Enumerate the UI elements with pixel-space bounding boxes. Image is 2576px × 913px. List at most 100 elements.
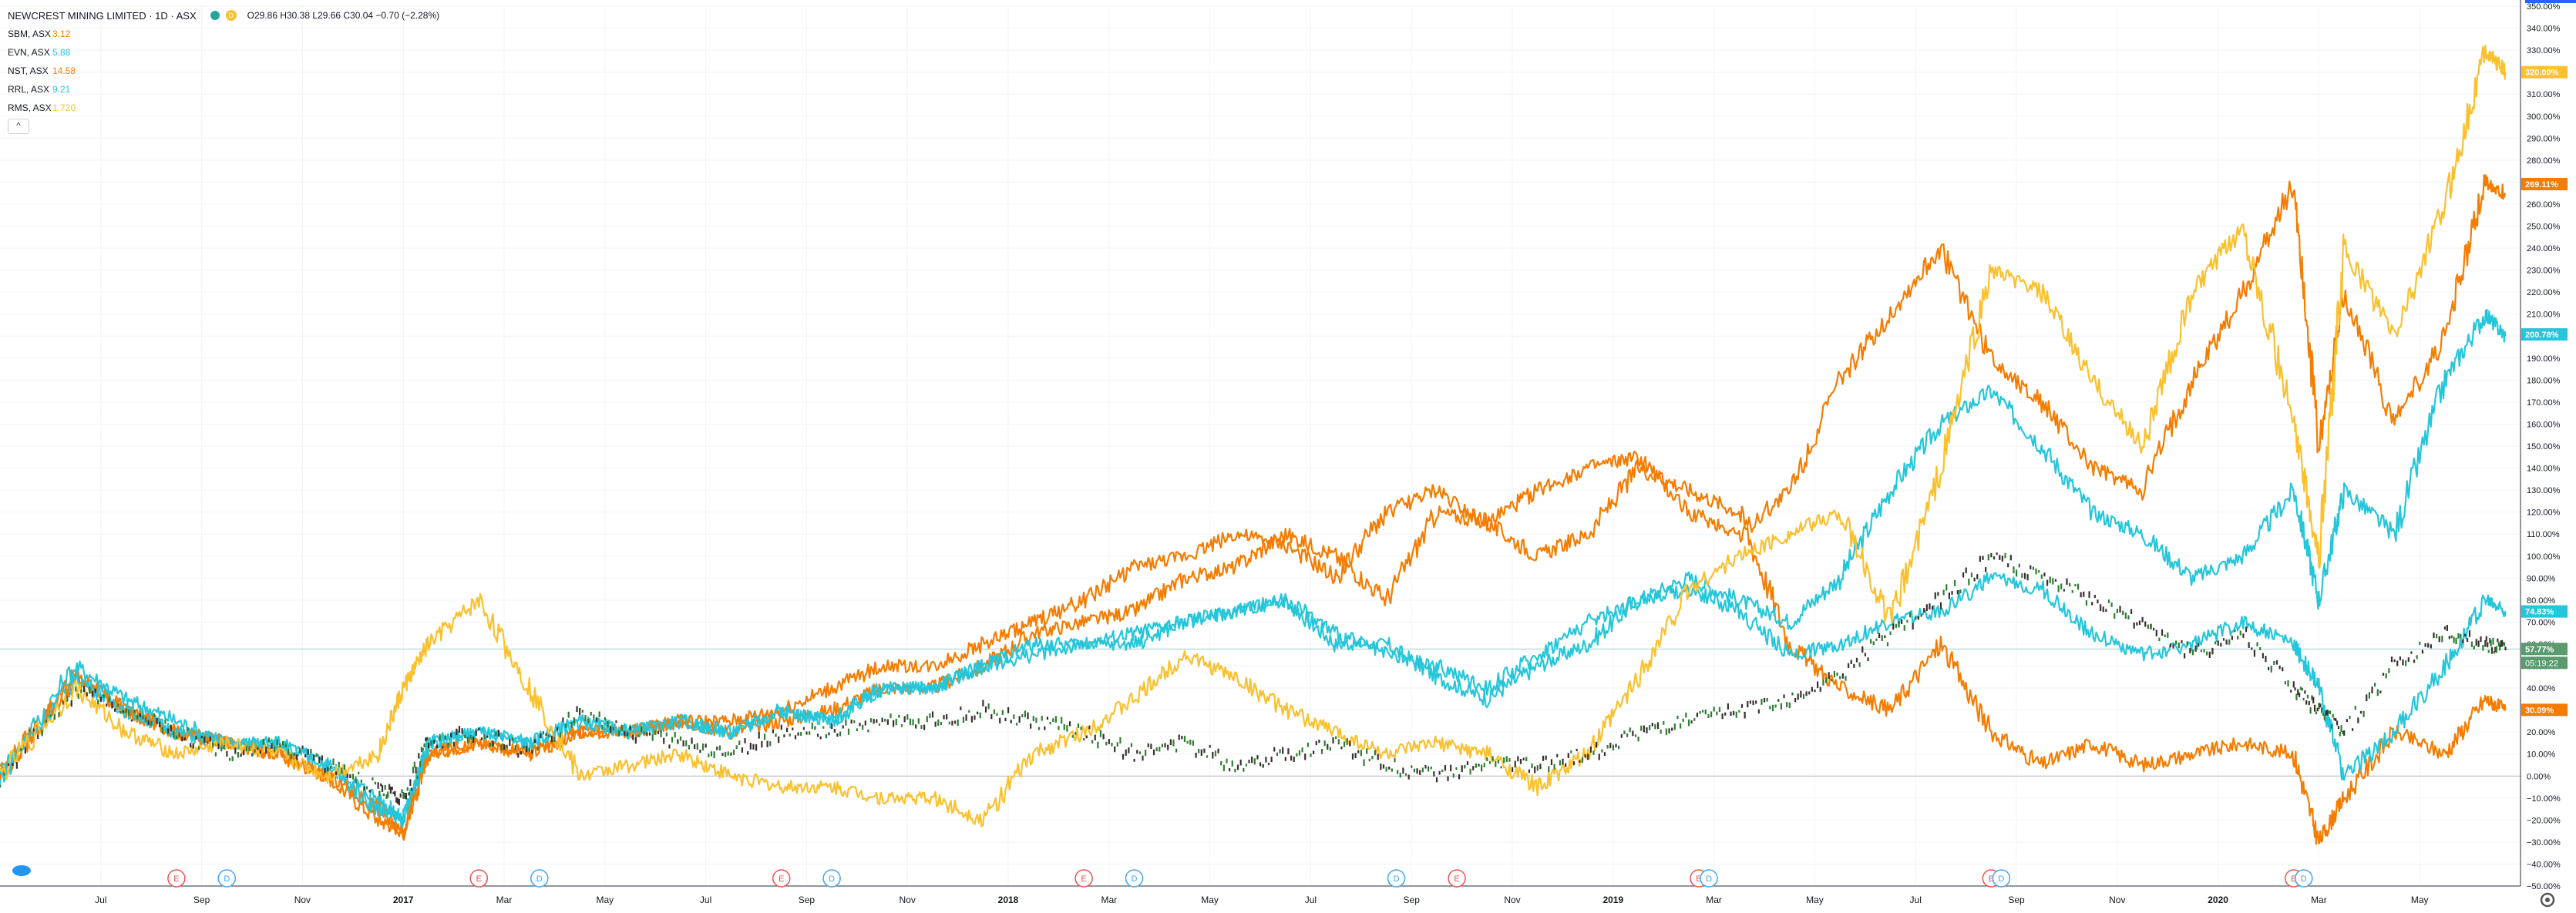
candle xyxy=(2318,703,2320,710)
candle xyxy=(2110,603,2113,607)
candle xyxy=(2493,650,2496,654)
candle xyxy=(878,723,881,726)
candle xyxy=(284,743,287,747)
candle xyxy=(1116,742,1118,747)
candle xyxy=(2282,667,2284,672)
legend-main-row[interactable]: NEWCREST MINING LIMITED · 1D · ASX D O29… xyxy=(8,6,439,25)
candle xyxy=(847,728,850,735)
price-axis-tick-label: −20.00% xyxy=(2527,816,2561,825)
candle xyxy=(1831,679,1833,682)
dividend-marker-icon xyxy=(2295,869,2313,888)
candle xyxy=(2164,634,2166,638)
candle xyxy=(671,737,674,743)
candle xyxy=(797,732,799,736)
candle xyxy=(2502,642,2504,646)
candle xyxy=(612,727,614,731)
candle xyxy=(1514,760,1516,768)
time-axis[interactable]: Jul Sep Nov 2017 Mar May Jul Sep Nov 2018 Mar May Ju… xyxy=(95,895,2428,905)
candle xyxy=(1618,745,1620,750)
candle xyxy=(380,783,382,787)
candle xyxy=(526,745,528,753)
candle xyxy=(1054,716,1057,723)
legend-row[interactable]: RMS, ASX 1.720 xyxy=(8,99,439,117)
legend-row[interactable]: NST, ASX 14.58 xyxy=(8,62,439,80)
candle xyxy=(931,711,934,718)
price-axis-tick-label: 110.00% xyxy=(2527,530,2560,539)
candle xyxy=(713,751,715,759)
candle xyxy=(2298,693,2301,697)
legend-row[interactable]: RRL, ASX 9.21 xyxy=(8,80,439,99)
dividend-marker-icon xyxy=(1387,869,1406,888)
candle xyxy=(125,708,127,713)
candle xyxy=(648,732,651,736)
price-axis[interactable]: 350.00% 340.00% 330.00% 320.00% 310.00% 300.0… xyxy=(2527,2,2561,891)
gear-icon[interactable] xyxy=(2540,892,2555,908)
candle xyxy=(1886,642,1889,646)
candle xyxy=(2198,643,2200,647)
candle xyxy=(1710,711,1713,717)
candle xyxy=(725,751,727,757)
main-symbol-title[interactable]: NEWCREST MINING LIMITED · 1D · ASX xyxy=(8,9,197,22)
candle xyxy=(2259,646,2262,650)
time-axis-tick-label: May xyxy=(596,895,614,905)
candle xyxy=(2330,724,2332,729)
candle xyxy=(1159,747,1161,752)
candle xyxy=(772,730,774,733)
candle xyxy=(884,718,886,722)
legend-row[interactable]: SBM, ASX 3.12 xyxy=(8,25,439,43)
candle xyxy=(1368,758,1370,762)
candle xyxy=(2399,656,2401,661)
candle xyxy=(833,728,836,733)
candle xyxy=(2441,636,2443,643)
candle xyxy=(1802,693,1805,700)
candle xyxy=(422,747,424,751)
candle xyxy=(2329,710,2332,714)
candle xyxy=(1421,767,1424,773)
candle xyxy=(593,714,595,719)
candle xyxy=(2177,643,2180,649)
legend-row[interactable]: EVN, ASX 5.88 xyxy=(8,43,439,62)
candle xyxy=(957,719,959,727)
candle xyxy=(685,740,688,747)
candle xyxy=(2339,731,2341,737)
candle xyxy=(601,724,604,730)
candle xyxy=(142,715,144,720)
candle xyxy=(2497,638,2499,643)
candle xyxy=(192,743,194,749)
candle xyxy=(32,728,35,732)
candle xyxy=(1932,606,1934,610)
candle xyxy=(2477,640,2480,647)
candle xyxy=(533,739,536,743)
candle xyxy=(1486,757,1488,761)
candle xyxy=(1920,613,1922,617)
candle xyxy=(2379,690,2382,693)
candle xyxy=(1388,766,1391,770)
candle xyxy=(2385,673,2387,679)
candle xyxy=(1337,739,1340,745)
time-axis-tick-label: Nov xyxy=(2109,895,2125,905)
dividend-badge-icon: D xyxy=(225,10,237,21)
price-axis-tick-label: −40.00% xyxy=(2527,860,2561,869)
candle xyxy=(828,732,830,736)
candle xyxy=(2462,639,2464,643)
candle xyxy=(2194,645,2197,652)
candle xyxy=(2342,730,2344,734)
candle xyxy=(1598,754,1600,760)
candle xyxy=(1968,578,1970,586)
candle xyxy=(2316,707,2319,712)
candle xyxy=(94,688,96,693)
last-value-badge xyxy=(2521,605,2568,618)
candle xyxy=(1217,748,1219,754)
candle xyxy=(2239,630,2241,636)
candle xyxy=(682,740,684,747)
candle xyxy=(1760,699,1763,705)
collapse-legend-button[interactable]: ^ xyxy=(8,119,29,134)
gear-hub xyxy=(2545,898,2550,902)
candle xyxy=(2057,585,2060,592)
candle xyxy=(651,733,654,741)
candle xyxy=(2063,589,2065,592)
candle xyxy=(170,724,172,732)
candle xyxy=(2069,582,2071,587)
candle xyxy=(402,791,405,799)
